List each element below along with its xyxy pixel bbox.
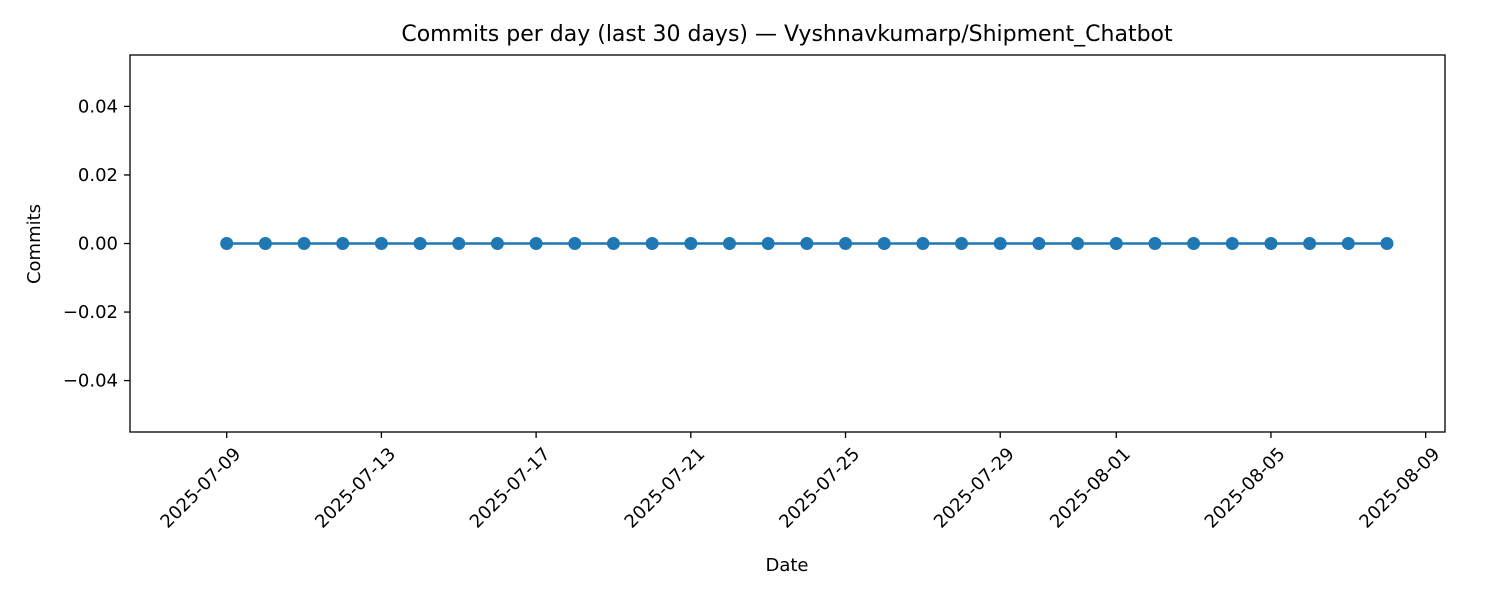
data-point xyxy=(722,237,736,250)
data-point xyxy=(1032,237,1046,250)
y-tick-label: −0.04 xyxy=(63,371,118,392)
chart-title: Commits per day (last 30 days) — Vyshnav… xyxy=(401,22,1173,47)
data-point xyxy=(761,237,775,250)
data-point xyxy=(336,237,350,250)
data-point xyxy=(645,237,659,250)
data-point xyxy=(220,237,234,250)
data-point xyxy=(684,237,698,250)
data-point xyxy=(297,237,311,250)
y-tick-label: 0.02 xyxy=(78,165,118,186)
y-axis: 0.04 0.02 0.00 −0.02 −0.04 xyxy=(63,96,130,392)
data-point xyxy=(1380,237,1394,250)
data-point xyxy=(452,237,466,250)
y-tick-label: −0.02 xyxy=(63,302,118,323)
data-point xyxy=(800,237,814,250)
data-point xyxy=(374,237,388,250)
data-point xyxy=(839,237,853,250)
y-tick-label: 0.04 xyxy=(78,96,118,117)
data-point xyxy=(1264,237,1278,250)
data-point xyxy=(955,237,969,250)
plot-area xyxy=(220,237,1394,250)
data-point xyxy=(1303,237,1317,250)
data-point xyxy=(1187,237,1201,250)
data-point xyxy=(993,237,1007,250)
data-point xyxy=(606,237,620,250)
x-axis-label: Date xyxy=(765,555,808,576)
data-point xyxy=(1071,237,1085,250)
data-point xyxy=(1225,237,1239,250)
data-point xyxy=(916,237,930,250)
data-point xyxy=(568,237,582,250)
y-tick-label: 0.00 xyxy=(78,234,118,255)
data-point xyxy=(490,237,504,250)
data-point xyxy=(877,237,891,250)
data-point xyxy=(1109,237,1123,250)
data-point xyxy=(1148,237,1162,250)
data-point xyxy=(258,237,272,250)
y-axis-label: Commits xyxy=(24,204,45,284)
data-point xyxy=(413,237,427,250)
data-point xyxy=(529,237,543,250)
data-point xyxy=(1341,237,1355,250)
